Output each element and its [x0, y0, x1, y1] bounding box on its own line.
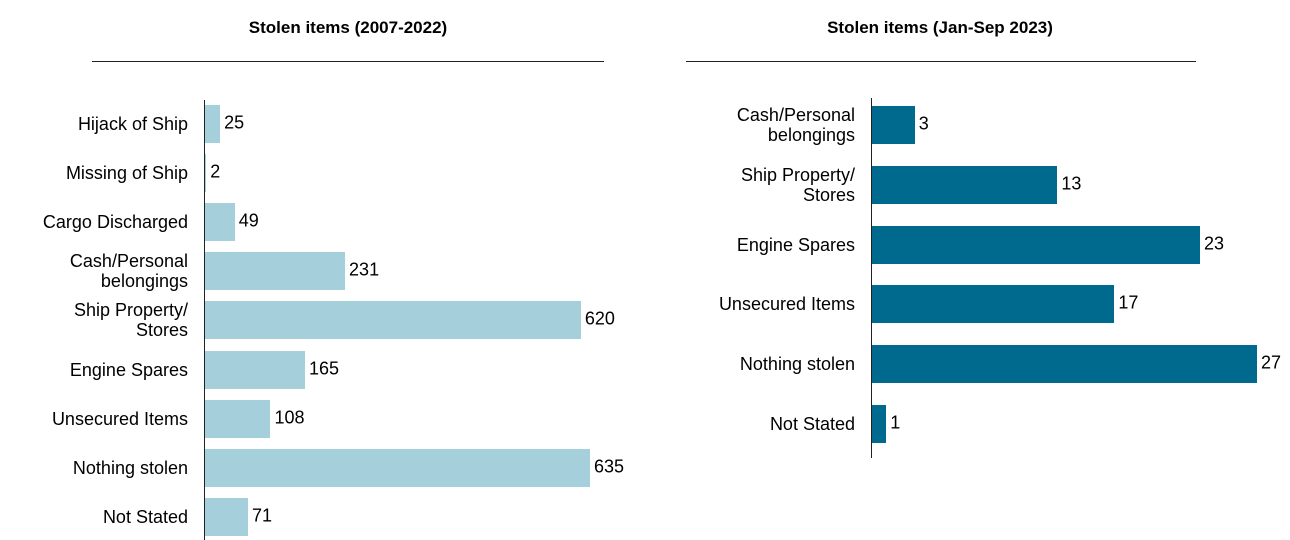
bar [205, 105, 221, 143]
value-label: 1 [890, 412, 901, 433]
bar [872, 285, 1115, 324]
value-label: 108 [274, 407, 305, 428]
category-label: Not Stated [769, 414, 855, 434]
category-label: Nothing stolen [739, 354, 855, 375]
title-rule [92, 61, 604, 62]
value-label: 2 [210, 161, 221, 182]
value-label: 13 [1061, 173, 1082, 194]
value-label: 23 [1203, 233, 1224, 254]
bar [205, 154, 207, 193]
bar [205, 350, 306, 389]
value-label: 231 [349, 259, 380, 280]
category-label: Ship Property/ Stores [73, 300, 188, 341]
category-label: Hijack of Ship [77, 114, 188, 134]
bar [872, 225, 1200, 264]
chart-title: Stolen items (Jan-Sep 2023) [827, 18, 1053, 37]
value-label: 620 [584, 308, 615, 329]
category-label: Engine Spares [69, 359, 188, 380]
bar [205, 301, 581, 340]
bar [872, 405, 887, 443]
title-rule [686, 61, 1196, 62]
category-label: Ship Property/ Stores [740, 164, 855, 205]
bar [872, 106, 915, 144]
category-label: Not Stated [102, 506, 188, 527]
value-label: 49 [238, 210, 259, 231]
category-label: Unsecured Items [718, 294, 855, 315]
bar [205, 203, 235, 242]
category-label: Nothing stolen [72, 457, 188, 478]
axis-line [871, 98, 872, 458]
value-label: 635 [594, 456, 625, 477]
category-label: Cargo Discharged [42, 212, 188, 233]
value-label: 25 [224, 112, 245, 133]
bar [205, 448, 590, 487]
category-label: Unsecured Items [51, 408, 188, 429]
value-label: 165 [309, 357, 340, 378]
value-label: 27 [1261, 352, 1282, 373]
bar [205, 252, 346, 291]
bar [872, 345, 1257, 384]
value-label: 17 [1118, 292, 1139, 313]
chart-title: Stolen items (2007-2022) [248, 18, 448, 37]
category-label: Missing of Ship [65, 163, 188, 184]
category-label: Engine Spares [736, 234, 855, 255]
bar [205, 497, 249, 536]
value-label: 3 [918, 113, 929, 134]
bar [872, 165, 1058, 204]
axis-line [204, 100, 205, 540]
bar [205, 399, 271, 438]
value-label: 71 [252, 505, 273, 526]
category-label: Cash/Personal belongings [736, 105, 855, 145]
category-label: Cash/Personal belongings [69, 251, 188, 292]
